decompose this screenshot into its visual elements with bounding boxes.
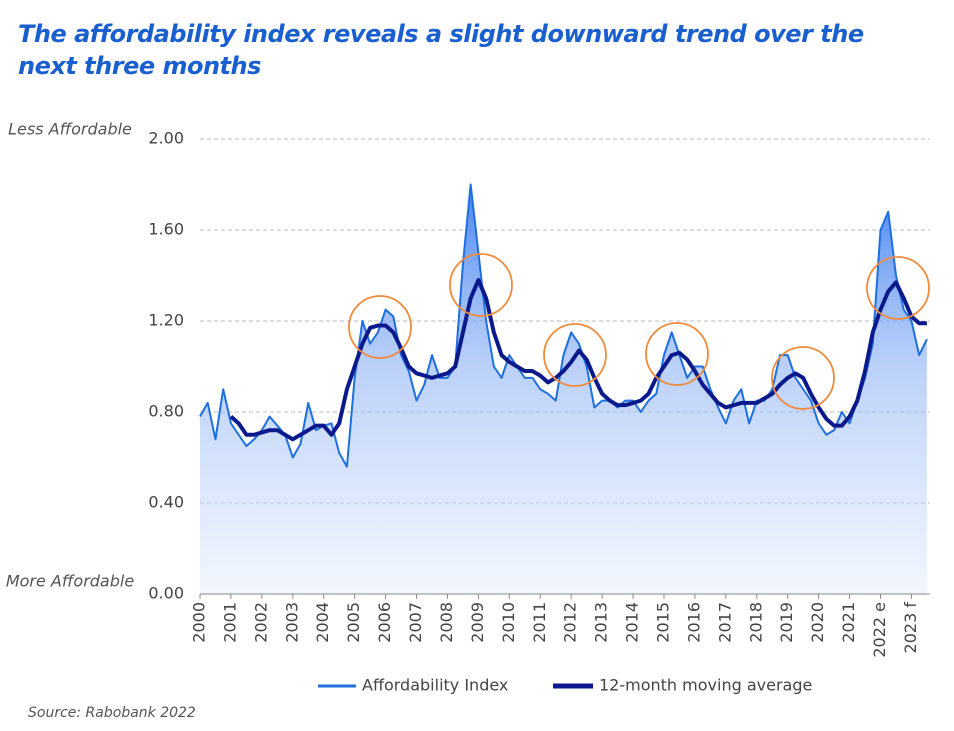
- x-tick-label: 2006: [375, 602, 394, 643]
- x-tick-label: 2023 f: [901, 602, 920, 654]
- series-line: [229, 278, 927, 442]
- plot-area: [199, 138, 930, 595]
- x-tick-label: 2012: [561, 602, 580, 643]
- source: Source: Rabobank 2022: [28, 705, 196, 721]
- x-tick-label: 2000: [190, 602, 209, 643]
- highlight-circle: [543, 323, 607, 387]
- x-tick-label: 2002: [251, 602, 270, 643]
- x-tick-label: 2022 e: [870, 602, 889, 658]
- x-tick-label: 2004: [313, 602, 332, 643]
- legend-label: Affordability Index: [362, 676, 508, 695]
- highlight-circle: [449, 253, 513, 317]
- x-tick-label: 2009: [468, 602, 487, 643]
- x-tick-label: 2016: [684, 602, 703, 643]
- highlight-circle: [348, 295, 412, 359]
- annotation-circles: [348, 253, 930, 410]
- x-tick-label: 2020: [808, 602, 827, 643]
- x-tick-label: 2021: [839, 602, 858, 643]
- x-tick-label: 2019: [777, 602, 796, 643]
- chart-title: The affordability index reveals a slight…: [18, 20, 864, 80]
- x-tick-label: 2018: [746, 602, 765, 643]
- x-tick-label: 2008: [437, 602, 456, 643]
- y-tick-label: 1.60: [148, 220, 184, 239]
- x-tick-label: 2005: [344, 602, 363, 643]
- x-tick-label: 2010: [499, 602, 518, 643]
- y-tick-label: 0.00: [148, 584, 184, 603]
- bottom-label: More Affordable: [6, 572, 135, 591]
- highlight-circle: [645, 322, 709, 386]
- x-tick-label: 2001: [220, 602, 239, 643]
- x-tick-label: 2014: [623, 602, 642, 643]
- x-tick-label: 2011: [530, 602, 549, 643]
- top-label: Less Affordable: [8, 120, 132, 139]
- x-tick-label: 2007: [406, 602, 425, 643]
- highlight-circle: [771, 346, 835, 410]
- x-tick-label: 2013: [592, 602, 611, 643]
- y-tick-label: 1.20: [148, 311, 184, 330]
- x-tick-label: 2017: [715, 602, 734, 643]
- y-tick-label: 0.40: [148, 493, 184, 512]
- x-tick-label: 2003: [282, 602, 301, 643]
- x-tick-label: 2015: [653, 602, 672, 643]
- legend-label: 12-month moving average: [599, 676, 812, 695]
- y-tick-label: 0.80: [148, 402, 184, 421]
- highlight-circle: [866, 256, 930, 320]
- y-tick-label: 2.00: [148, 129, 184, 148]
- area: [200, 184, 927, 594]
